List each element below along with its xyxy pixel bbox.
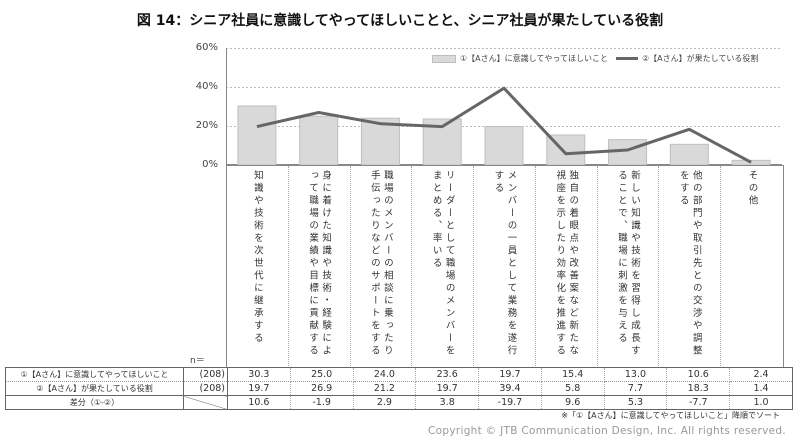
cell: 25.0 <box>290 367 354 382</box>
table-row: ②【Aさん】が果たしている役割 (208) 19.7 26.9 21.2 19.… <box>5 381 793 396</box>
row-label: 差分（①-②） <box>5 395 184 410</box>
plot-area <box>226 48 782 165</box>
bar <box>484 126 524 165</box>
category-cell: 知識や技術を次世代に継承する <box>227 166 289 368</box>
category-label: 新しい知識や技術を習得し成長することで、職場に刺激を与える <box>615 170 640 358</box>
y-tick-40: 40% <box>195 81 218 92</box>
legend-bar-label: ①【Aさん】に意識してやってほしいこと <box>460 54 609 63</box>
cell: 19.7 <box>478 367 542 382</box>
cell: 5.3 <box>604 395 668 410</box>
line-swatch-icon <box>616 57 638 60</box>
cell: -1.9 <box>290 395 354 410</box>
cell: 3.8 <box>415 395 480 410</box>
category-label: 独自の着眼点や改善案など新たな視座を示したり効率化を推進する <box>554 170 579 358</box>
cell: 18.3 <box>666 381 731 396</box>
sort-note: ※「①【Aさん】に意識してやってほしいこと」降順でソート <box>561 411 780 420</box>
category-cell: その他 <box>721 166 783 368</box>
cell: 15.4 <box>541 367 605 382</box>
cell: 1.4 <box>729 381 793 396</box>
chart-title: 図 14：シニア社員に意識してやってほしいことと、シニア社員が果たしている役割 <box>136 13 664 29</box>
line-series <box>256 86 752 164</box>
diagonal-cell <box>183 395 228 410</box>
cell: -7.7 <box>666 395 731 410</box>
legend-line: ②【Aさん】が果たしている役割 <box>616 53 758 64</box>
cell: 39.4 <box>478 381 542 396</box>
category-label: 知識や技術を次世代に継承する <box>251 170 263 345</box>
row-n: (208) <box>183 367 228 382</box>
cell: 5.8 <box>541 381 605 396</box>
cell: 19.7 <box>227 381 291 396</box>
category-cell: 他の部門や取引先との交渉や調整をする <box>659 166 722 368</box>
table-row: ①【Aさん】に意識してやってほしいこと (208) 30.3 25.0 24.0… <box>5 367 793 382</box>
category-label: その他 <box>746 170 758 208</box>
cell: 10.6 <box>227 395 291 410</box>
cell: 21.2 <box>353 381 417 396</box>
cell: 24.0 <box>353 367 417 382</box>
row-label: ②【Aさん】が果たしている役割 <box>5 381 184 396</box>
cell: 19.7 <box>415 381 480 396</box>
cell: 13.0 <box>604 367 668 382</box>
category-labels: 知識や技術を次世代に継承する 身に着けた知識や技術・経験によって職場の業績や目標… <box>226 165 784 368</box>
bar <box>608 139 648 165</box>
category-label: リーダーとして職場のメンバーをまとめる、率いる <box>430 170 455 358</box>
cell: 2.4 <box>729 367 793 382</box>
legend-bar: ①【Aさん】に意識してやってほしいこと <box>432 53 608 64</box>
cell: 10.6 <box>666 367 731 382</box>
cell: 23.6 <box>415 367 480 382</box>
bar <box>360 117 400 165</box>
bar <box>669 143 709 165</box>
category-cell: メンバーの一員として業務を遂行する <box>474 166 536 368</box>
cell: 2.9 <box>353 395 417 410</box>
cell: 7.7 <box>604 381 668 396</box>
category-label: 他の部門や取引先との交渉や調整をする <box>677 170 702 358</box>
category-cell: リーダーとして職場のメンバーをまとめる、率いる <box>412 166 475 368</box>
category-label: 身に着けた知識や技術・経験によって職場の業績や目標に貢献する <box>307 170 332 358</box>
category-cell: 独自の着眼点や改善案など新たな視座を示したり効率化を推進する <box>536 166 598 368</box>
data-table: ①【Aさん】に意識してやってほしいこと (208) 30.3 25.0 24.0… <box>5 367 793 410</box>
cell: 30.3 <box>227 367 291 382</box>
copyright: Copyright © JTB Communication Design, In… <box>428 425 786 437</box>
n-label: n＝ <box>190 356 205 366</box>
y-tick-0: 0% <box>202 159 218 170</box>
legend-line-label: ②【Aさん】が果たしている役割 <box>642 54 759 63</box>
row-n: (208) <box>183 381 228 396</box>
row-label: ①【Aさん】に意識してやってほしいこと <box>5 367 184 382</box>
y-tick-60: 60% <box>195 42 218 53</box>
category-cell: 身に着けた知識や技術・経験によって職場の業績や目標に貢献する <box>289 166 351 368</box>
cell: 26.9 <box>290 381 354 396</box>
bar <box>299 115 339 165</box>
cell: -19.7 <box>478 395 542 410</box>
cell: 9.6 <box>541 395 605 410</box>
category-cell: 新しい知識や技術を習得し成長することで、職場に刺激を与える <box>598 166 660 368</box>
cell: 1.0 <box>729 395 793 410</box>
category-label: 職場のメンバーの相談に乗ったり手伝ったりなどのサポートをする <box>368 170 393 358</box>
category-cell: 職場のメンバーの相談に乗ったり手伝ったりなどのサポートをする <box>351 166 413 368</box>
bar <box>237 105 277 165</box>
bar-swatch-icon <box>432 54 456 63</box>
category-label: メンバーの一員として業務を遂行する <box>492 170 517 358</box>
y-tick-20: 20% <box>195 120 218 131</box>
table-row: 差分（①-②） 10.6 -1.9 2.9 3.8 -19.7 9.6 5.3 … <box>5 395 793 410</box>
